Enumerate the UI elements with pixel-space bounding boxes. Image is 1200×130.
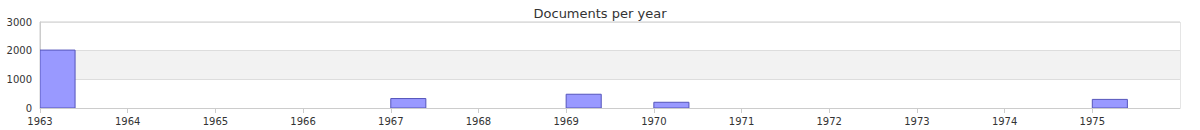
svg-text:1000: 1000 <box>7 74 32 85</box>
svg-text:1973: 1973 <box>904 116 929 127</box>
svg-text:1967: 1967 <box>378 116 403 127</box>
svg-text:1968: 1968 <box>466 116 491 127</box>
svg-text:1966: 1966 <box>290 116 315 127</box>
svg-text:1971: 1971 <box>729 116 754 127</box>
svg-text:1975: 1975 <box>1080 116 1105 127</box>
svg-text:0: 0 <box>26 103 32 114</box>
svg-text:1972: 1972 <box>817 116 842 127</box>
svg-text:2000: 2000 <box>7 45 32 56</box>
svg-text:1963: 1963 <box>27 116 52 127</box>
svg-text:3000: 3000 <box>7 17 32 28</box>
svg-text:1964: 1964 <box>115 116 140 127</box>
svg-text:1969: 1969 <box>553 116 578 127</box>
svg-text:1965: 1965 <box>203 116 228 127</box>
svg-text:Documents per year: Documents per year <box>534 6 668 21</box>
svg-text:1970: 1970 <box>641 116 666 127</box>
svg-text:1974: 1974 <box>992 116 1017 127</box>
